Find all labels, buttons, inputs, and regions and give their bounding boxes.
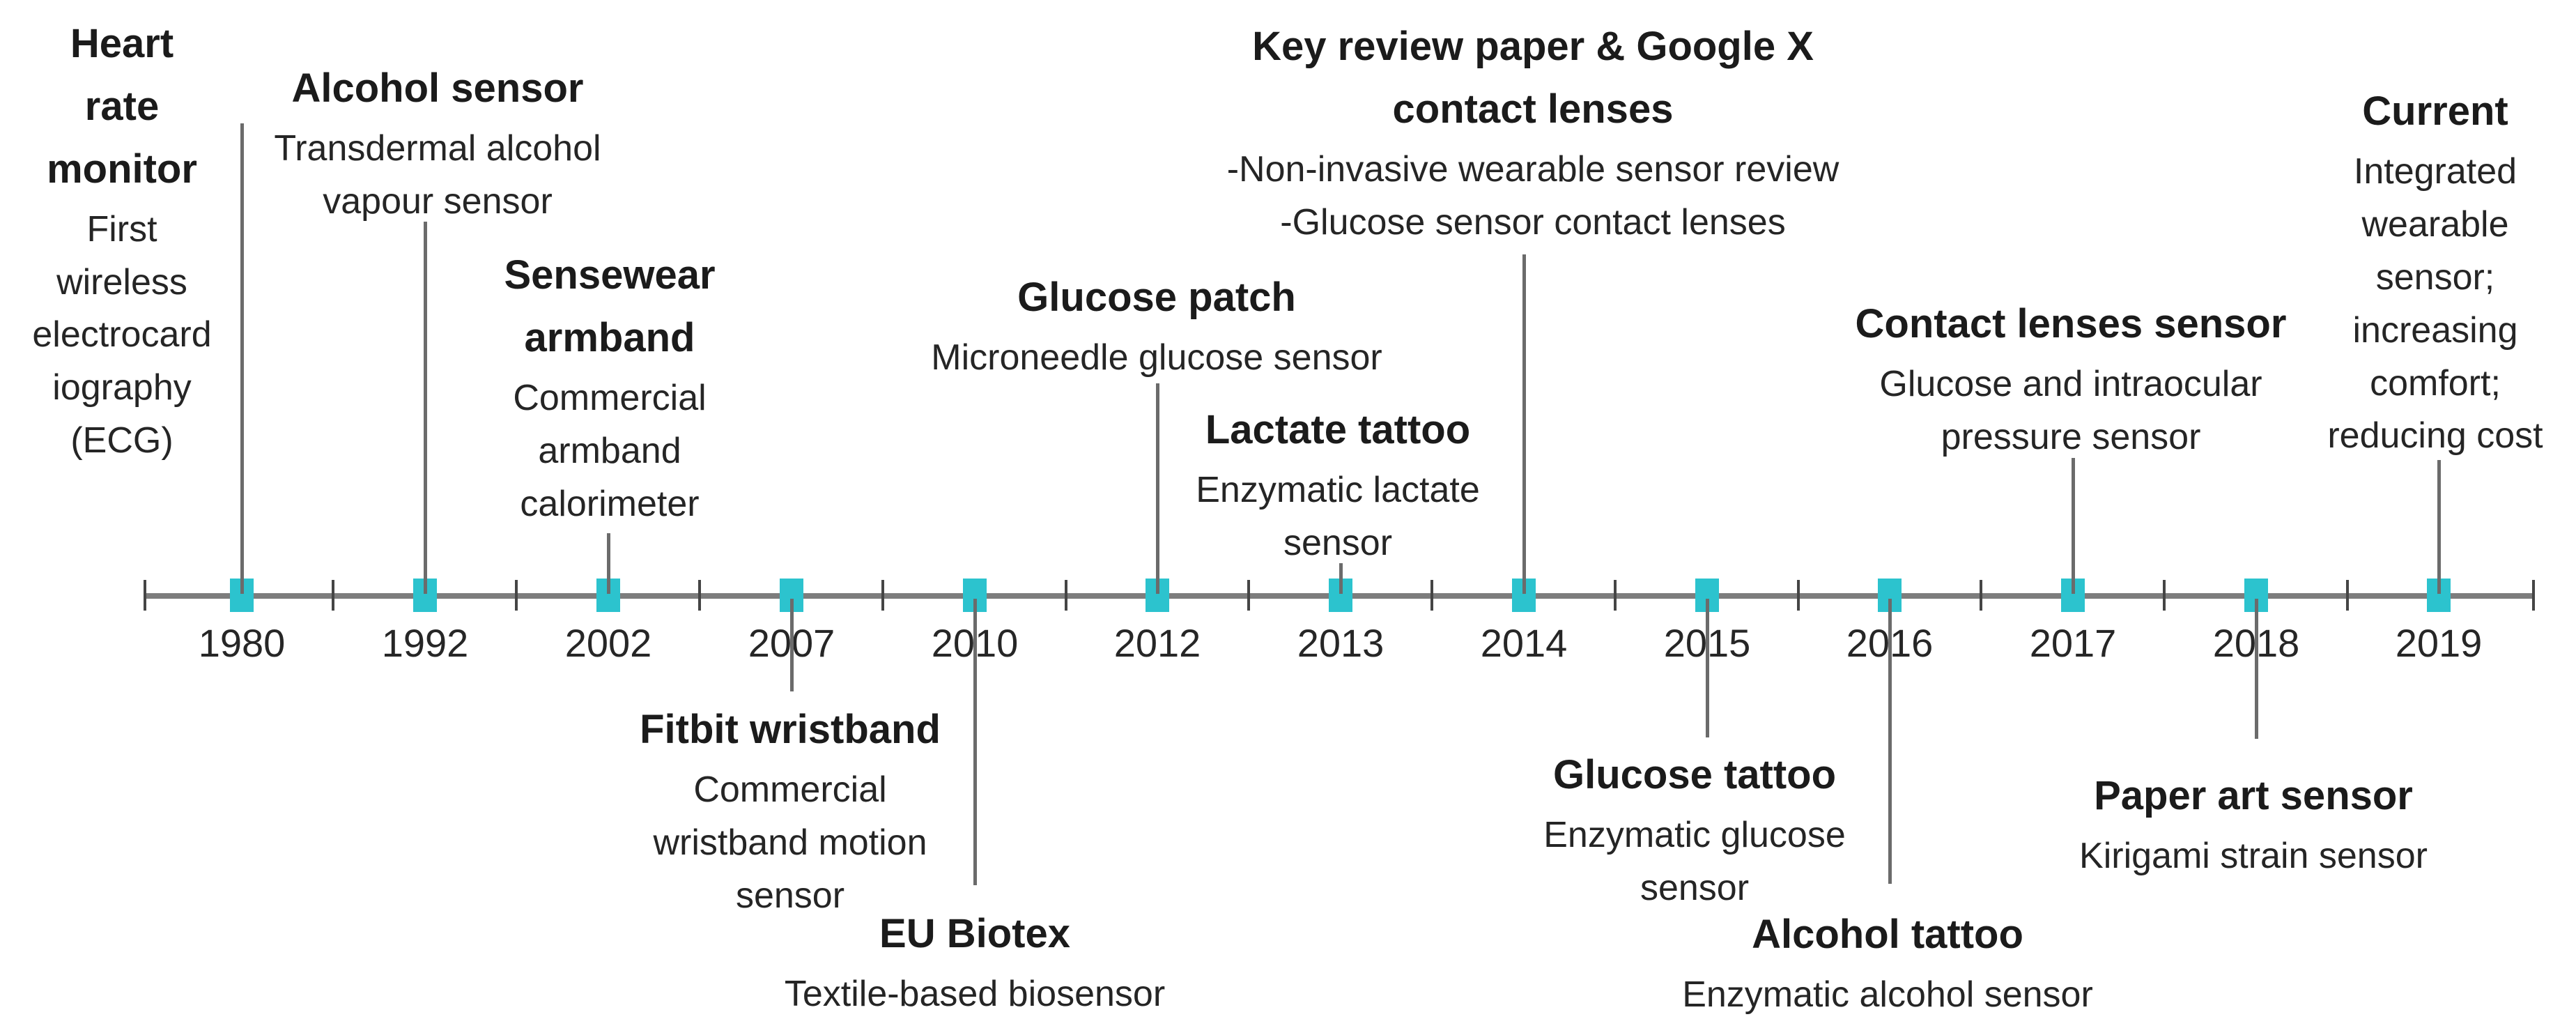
axis-tick [1247, 580, 1250, 611]
event-2016-alcohol-tattoo: Alcohol tattoo Enzymatic alcohol sensor [1651, 903, 2124, 1022]
event-desc: First wireless electrocard iography (ECG… [32, 208, 212, 461]
leader-line-2010 [973, 599, 977, 885]
leader-line-2016 [1888, 599, 1892, 884]
event-2017-contact-lenses-sensor: Contact lenses sensor Glucose and intrao… [1820, 293, 2322, 464]
event-title: Glucose tattoo [1552, 752, 1837, 797]
axis-tick [698, 580, 701, 611]
event-title: Key review paper & Google X contact lens… [1252, 24, 1814, 132]
event-2014-key-review-google-x: Key review paper & Google X contact lens… [1178, 15, 1888, 250]
axis-tick [1797, 580, 1800, 611]
event-1992-alcohol-sensor: Alcohol sensor Transdermal alcohol vapou… [249, 57, 626, 229]
year-label-2019: 2019 [2395, 621, 2483, 665]
event-desc: Transdermal alcohol vapour sensor [274, 128, 601, 222]
leader-line-2002 [607, 533, 610, 594]
axis-tick [144, 580, 146, 611]
leader-line-2013 [1339, 563, 1343, 594]
year-label-2017: 2017 [2029, 621, 2117, 665]
event-desc: Kirigami strain sensor [2079, 835, 2428, 876]
event-desc: Commercial armband calorimeter [513, 377, 707, 524]
event-title: Current [2362, 89, 2508, 134]
axis-tick [1614, 580, 1617, 611]
event-desc: Enzymatic lactate sensor [1196, 469, 1480, 563]
event-title: Lactate tattoo [1205, 407, 1471, 452]
event-2010-eu-biotex: EU Biotex Textile-based biosensor [738, 903, 1212, 1021]
leader-line-2014 [1522, 254, 1526, 594]
leader-line-2007 [790, 599, 794, 691]
year-label-1992: 1992 [381, 621, 469, 665]
axis-tick [1980, 580, 1982, 611]
axis-tick [1065, 580, 1067, 611]
leader-line-2018 [2255, 599, 2258, 739]
axis-tick [515, 580, 518, 611]
event-desc: Commercial wristband motion sensor [653, 769, 927, 916]
event-desc: Enzymatic alcohol sensor [1682, 974, 2093, 1015]
axis-tick [2532, 580, 2535, 611]
event-desc: Microneedle glucose sensor [931, 337, 1382, 378]
event-desc: Glucose and intraocular pressure sensor [1879, 363, 2262, 457]
event-title: Alcohol tattoo [1752, 912, 2023, 957]
event-2013-lactate-tattoo: Lactate tattoo Enzymatic lactate sensor [1157, 399, 1519, 570]
axis-tick [1430, 580, 1433, 611]
event-2012-glucose-patch: Glucose patch Microneedle glucose sensor [892, 266, 1421, 385]
event-title: Glucose patch [1017, 275, 1296, 320]
leader-line-2019 [2437, 460, 2441, 594]
event-2007-fitbit-wristband: Fitbit wristband Commercial wristband mo… [616, 698, 964, 923]
event-title: Sensewear armband [504, 252, 716, 360]
event-desc: Enzymatic glucose sensor [1543, 814, 1846, 908]
axis-tick [881, 580, 884, 611]
event-desc: Textile-based biosensor [784, 973, 1166, 1014]
event-2002-sensewear-armband: Sensewear armband Commercial armband cal… [456, 244, 763, 531]
event-1980-heart-rate-monitor: Heart rate monitor First wireless electr… [7, 13, 237, 468]
event-2018-paper-art-sensor: Paper art sensor Kirigami strain sensor [2037, 765, 2469, 883]
leader-line-1980 [240, 123, 244, 594]
event-title: Fitbit wristband [640, 707, 941, 752]
event-2015-glucose-tattoo: Glucose tattoo Enzymatic glucose sensor [1520, 744, 1869, 915]
leader-line-2012 [1156, 383, 1159, 594]
leader-line-1992 [424, 222, 427, 594]
event-desc: Integrated wearable sensor; increasing c… [2327, 151, 2543, 457]
year-label-2014: 2014 [1480, 621, 1568, 665]
year-label-1980: 1980 [198, 621, 286, 665]
event-title: Contact lenses sensor [1855, 301, 2287, 346]
leader-line-2015 [1706, 599, 1709, 737]
axis-tick [2163, 580, 2166, 611]
event-desc: -Non-invasive wearable sensor review -Gl… [1226, 148, 1840, 243]
year-label-2013: 2013 [1297, 621, 1385, 665]
leader-line-2017 [2072, 458, 2075, 594]
event-title: Alcohol sensor [291, 66, 584, 111]
event-2019-current: Current Integrated wearable sensor; incr… [2289, 80, 2576, 463]
axis-tick [2346, 580, 2349, 611]
axis-tick [332, 580, 334, 611]
event-title: Heart rate monitor [47, 21, 197, 192]
year-label-2012: 2012 [1113, 621, 1201, 665]
year-label-2002: 2002 [564, 621, 652, 665]
event-title: EU Biotex [879, 911, 1070, 956]
event-title: Paper art sensor [2094, 773, 2413, 818]
